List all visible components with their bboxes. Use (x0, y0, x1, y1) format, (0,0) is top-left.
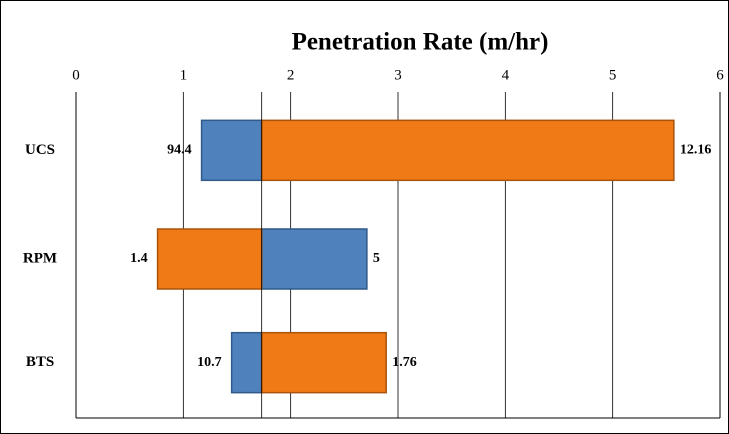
x-tick-label: 5 (609, 67, 617, 83)
x-tick-label: 0 (72, 67, 80, 83)
bar (156, 228, 263, 290)
bar-label: 5 (373, 251, 380, 266)
category-label: UCS (25, 142, 55, 158)
bar-label: 12.16 (680, 143, 712, 158)
bar-label: 1.76 (392, 355, 417, 370)
bar (260, 331, 387, 394)
bar (260, 119, 675, 182)
x-tick-label: 6 (716, 67, 724, 83)
x-tick-label: 1 (180, 67, 188, 83)
bar (260, 228, 368, 290)
x-tick-label: 3 (394, 67, 402, 83)
category-label: RPM (23, 250, 57, 266)
bar-label: 1.4 (130, 251, 148, 266)
bar-label: 94.4 (167, 143, 192, 158)
bar (230, 331, 263, 394)
bar-label: 10.7 (197, 355, 222, 370)
x-tick-label: 2 (287, 67, 295, 83)
category-label: BTS (26, 354, 54, 370)
x-tick-label: 4 (502, 67, 510, 83)
bar (200, 119, 263, 182)
chart-title: Penetration Rate (m/hr) (292, 29, 549, 56)
